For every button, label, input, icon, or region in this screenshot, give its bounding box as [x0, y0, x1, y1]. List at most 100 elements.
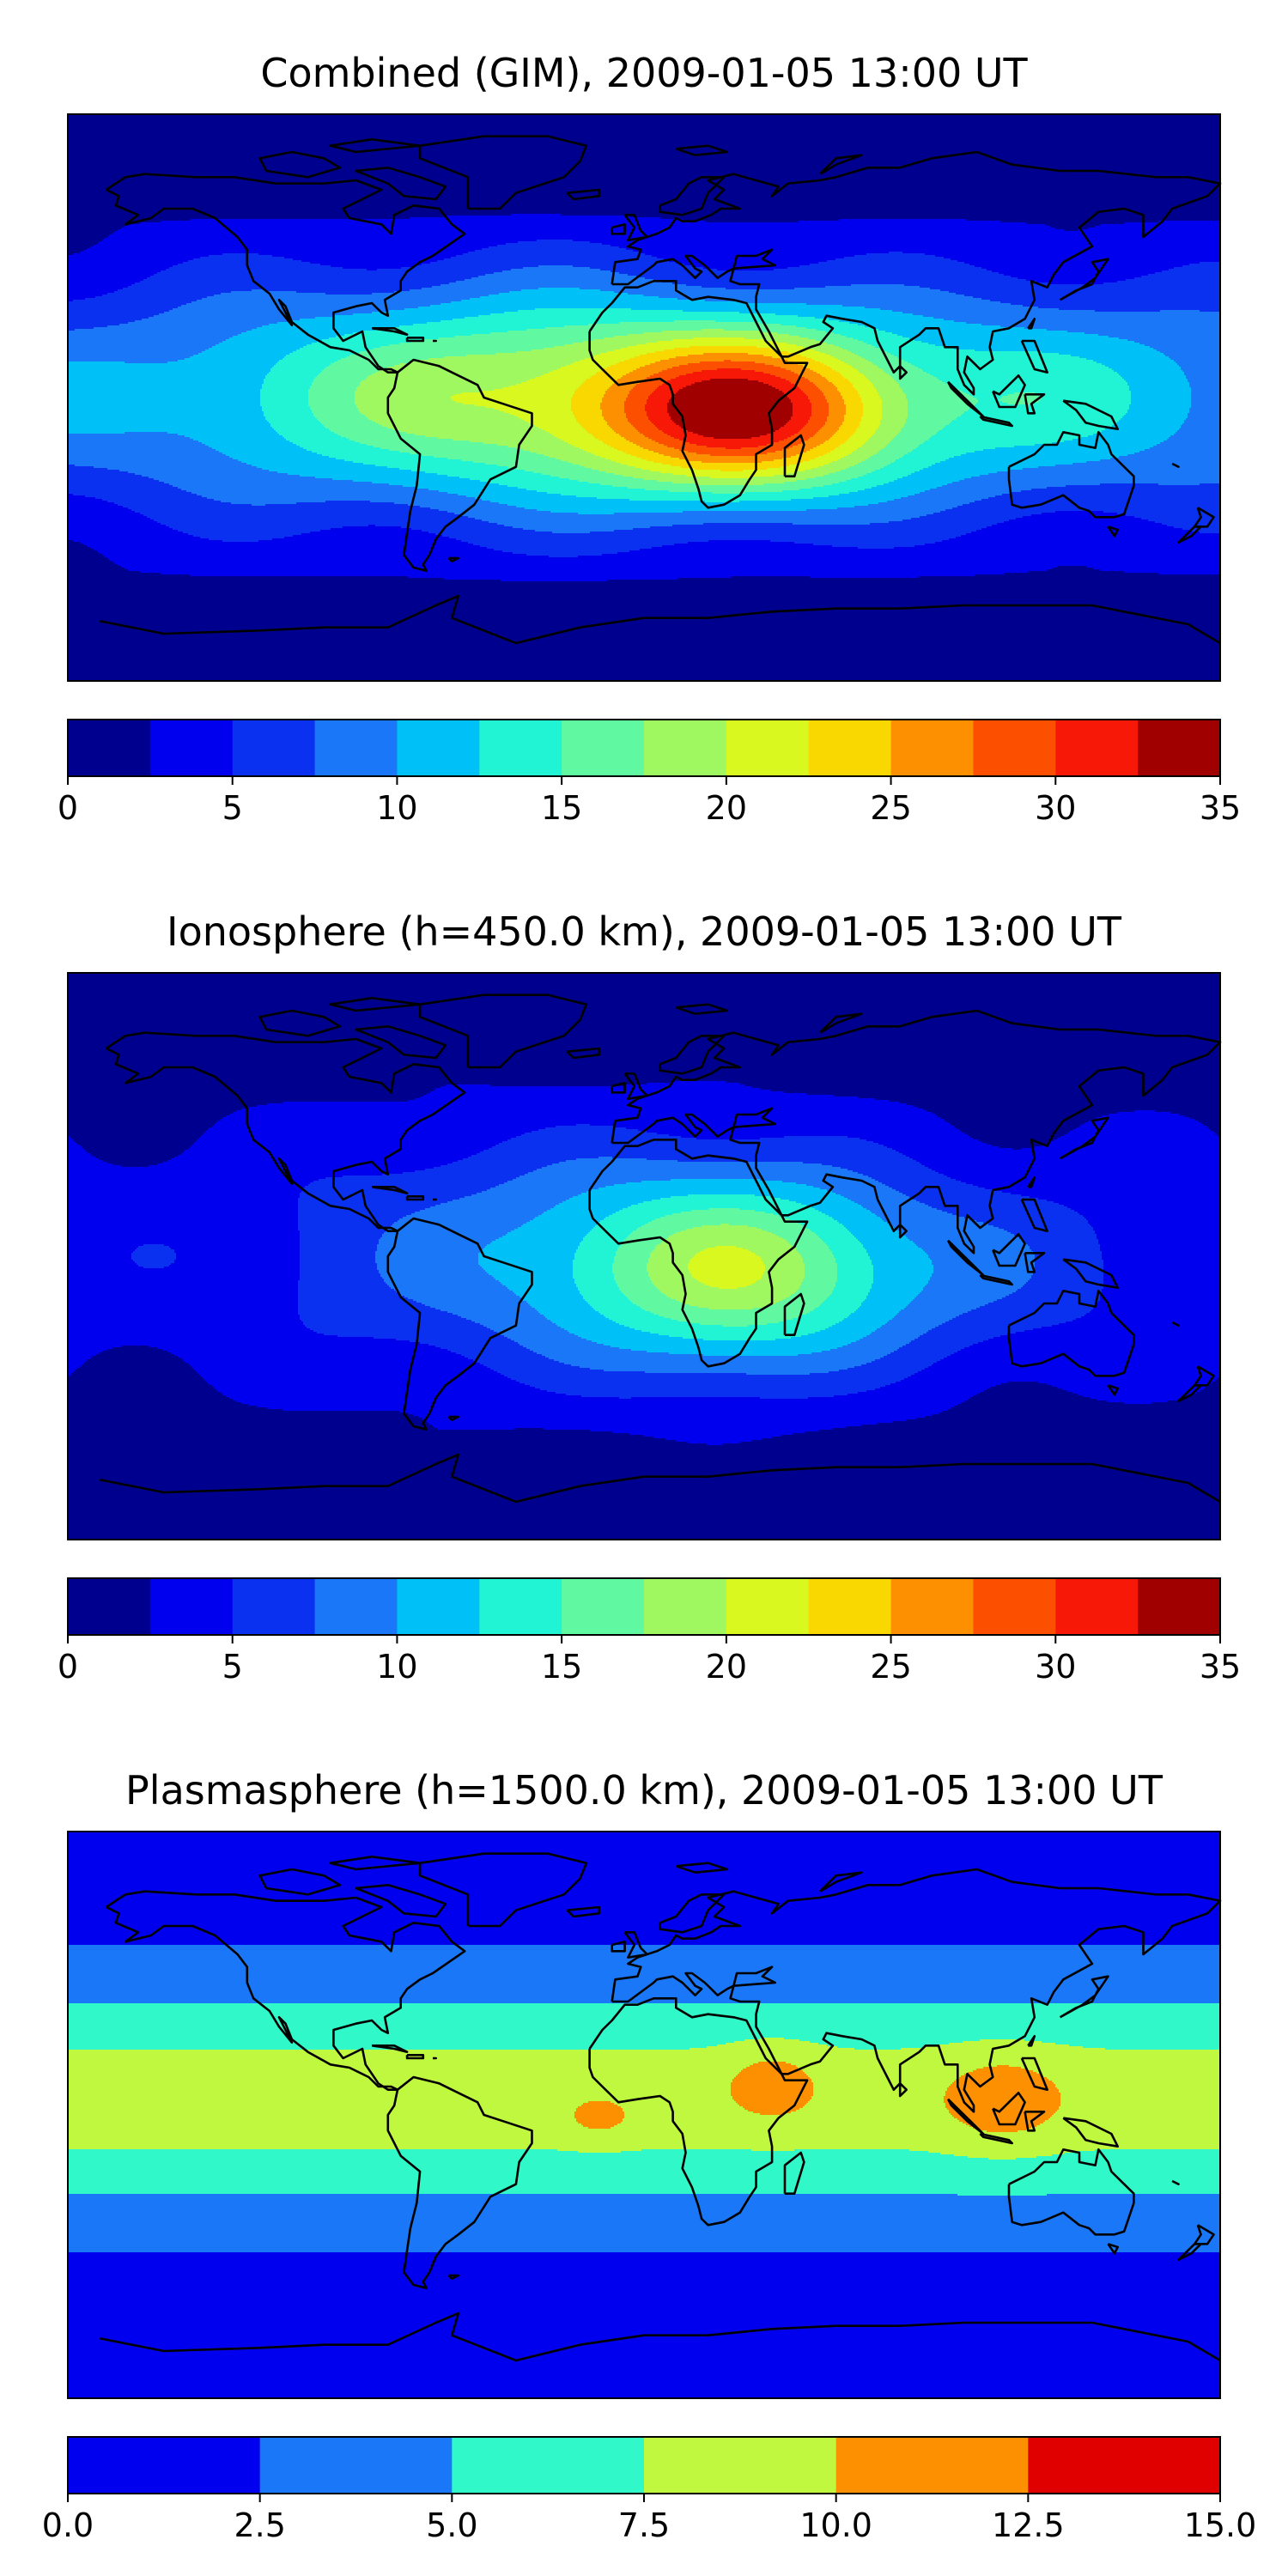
coastline — [1107, 2243, 1119, 2255]
colorbar-segment — [149, 720, 234, 776]
coastline — [1007, 430, 1135, 519]
coastline — [588, 1138, 809, 1368]
colorbar-frame — [67, 719, 1221, 777]
colorbar-tick-label: 35 — [1200, 1648, 1241, 1686]
coastline — [1024, 392, 1046, 415]
coastline — [992, 1232, 1026, 1267]
coastline — [100, 1453, 1221, 1504]
coastline — [371, 2044, 409, 2054]
coastline — [675, 1003, 729, 1015]
coastline — [447, 556, 460, 563]
coastline — [418, 135, 588, 210]
coastline — [1177, 1383, 1202, 1403]
coastline — [329, 997, 422, 1012]
coastline — [1171, 462, 1180, 469]
coastline — [447, 2274, 460, 2281]
coastline — [623, 1931, 649, 1959]
colorbar-tick-label: 35 — [1200, 789, 1241, 827]
coastline — [1107, 526, 1119, 538]
colorbar-segment — [232, 1578, 316, 1635]
colorbar-tick-label: 0.0 — [42, 2506, 94, 2544]
coastline — [659, 1893, 726, 1934]
colorbar-tick-label: 12.5 — [992, 2506, 1065, 2544]
coastline — [1177, 2242, 1202, 2262]
panel-plasmasphere: Plasmasphere (h=1500.0 km), 2009-01-05 1… — [0, 1717, 1288, 2576]
coastline — [611, 150, 1222, 396]
colorbar-segment — [68, 1578, 151, 1635]
coastline — [1007, 2148, 1135, 2236]
coastline — [659, 176, 726, 216]
coastline — [992, 2091, 1026, 2126]
coastline — [418, 993, 588, 1069]
coastline — [405, 2053, 425, 2060]
colorbar-segment — [1028, 2437, 1221, 2494]
coastline — [1020, 1198, 1048, 1233]
colorbar-segment — [835, 2437, 1029, 2494]
colorbar-segment — [644, 1578, 727, 1635]
map-frame — [67, 1831, 1221, 2399]
coastline — [675, 1862, 729, 1874]
colorbar-segment — [479, 720, 562, 776]
chart-svg-plasmasphere: 0.0 2.5 5.0 7.5 10.0 12.5 15.0 — [42, 1831, 1257, 2544]
colorbar-tick-label: 30 — [1035, 789, 1076, 827]
coastline — [1027, 317, 1036, 330]
coastlines — [100, 1852, 1222, 2362]
coastline — [405, 1194, 425, 1201]
colorbar-segment — [259, 2437, 453, 2494]
coastline — [1062, 1258, 1119, 1290]
coastline — [1062, 2117, 1119, 2148]
colorbar-segment — [397, 720, 480, 776]
map-field — [68, 973, 1221, 1540]
coastline — [946, 2098, 985, 2136]
map-field — [68, 114, 1221, 682]
colorbar-tick-label: 10.0 — [799, 2506, 872, 2544]
coastline — [566, 1047, 601, 1060]
map-frame — [67, 113, 1221, 682]
colorbar-segment — [726, 1578, 810, 1635]
coastline — [1107, 1384, 1119, 1396]
coastline — [1024, 1251, 1046, 1273]
colorbar-tick-label: 5 — [222, 1648, 243, 1686]
coastline — [979, 1273, 1013, 1286]
coastline — [979, 415, 1013, 428]
map-frame — [67, 972, 1221, 1540]
panel-combined: Combined (GIM), 2009-01-05 13:00 UT 0 5 10… — [0, 0, 1288, 859]
coastline — [566, 188, 601, 201]
colorbar-tick-label: 5.0 — [426, 2506, 477, 2544]
colorbar-tick-label: 25 — [870, 1648, 911, 1686]
coastline — [371, 326, 409, 337]
coastline — [588, 279, 809, 509]
coastline — [1177, 525, 1202, 544]
coastline — [623, 214, 649, 242]
chart-title: Ionosphere (h=450.0 km), 2009-01-05 13:0… — [167, 908, 1121, 955]
colorbar-tick-label: 15 — [541, 789, 582, 827]
colorbar-tick-label: 25 — [870, 789, 911, 827]
colorbar-segment — [1138, 1578, 1221, 1635]
colorbar-tick-label: 20 — [706, 1648, 747, 1686]
coastline — [386, 2075, 533, 2290]
coastline — [1027, 2034, 1036, 2047]
chart-title: Combined (GIM), 2009-01-05 13:00 UT — [260, 50, 1028, 96]
coastline — [611, 1868, 1222, 2113]
coastline — [386, 358, 533, 573]
colorbar-segment — [890, 1578, 974, 1635]
coastline — [898, 2082, 908, 2098]
colorbar-segment — [1055, 720, 1139, 776]
coastline — [258, 1868, 342, 1896]
coastline — [405, 336, 425, 343]
colorbar-segment — [973, 720, 1056, 776]
colorbar-segment — [68, 720, 151, 776]
colorbar-segment — [562, 720, 645, 776]
colorbar-segment — [1055, 1578, 1139, 1635]
coastline — [418, 1852, 588, 1928]
colorbar-segment — [644, 2437, 837, 2494]
coastline — [1020, 2057, 1048, 2092]
coastline — [258, 150, 342, 179]
colorbar-tick-label: 15.0 — [1184, 2506, 1257, 2544]
coastline — [946, 1239, 985, 1277]
coastline — [992, 374, 1026, 409]
colorbar-segment — [452, 2437, 645, 2494]
coastline — [588, 1996, 809, 2227]
coastline — [329, 138, 422, 154]
colorbar-frame — [67, 1577, 1221, 1636]
